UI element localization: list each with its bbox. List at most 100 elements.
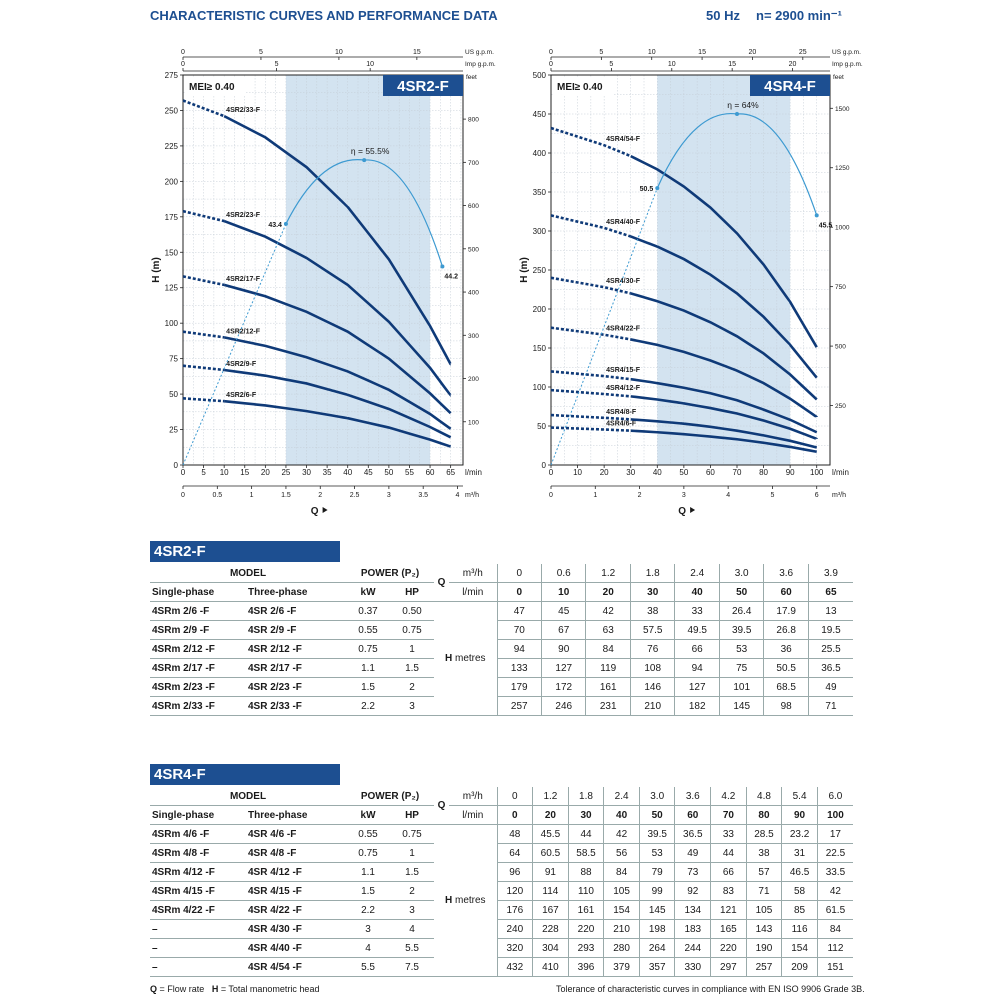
hp-header: HP <box>390 582 435 602</box>
single-phase-model: 4SRm 2/17 -F <box>150 658 246 678</box>
head-value: 127 <box>674 677 720 697</box>
head-value: 36.5 <box>674 824 711 844</box>
legend-h-text: = Total manometric head <box>218 984 320 994</box>
y-tick-label: 500 <box>533 71 547 80</box>
head-value: 320 <box>496 938 533 958</box>
single-phase-model: 4SRm 2/6 -F <box>150 601 246 621</box>
power-hp: 0.75 <box>390 620 435 640</box>
head-value: 45.5 <box>532 824 569 844</box>
head-value: 17 <box>816 824 853 844</box>
power-hp: 2 <box>390 677 435 697</box>
three-phase-model: 4SR 2/9 -F <box>246 620 347 640</box>
m3h-tick-label: 5 <box>770 492 774 499</box>
three-phase-model: 4SR 4/54 -F <box>246 957 347 977</box>
m3h-tick-label: 6 <box>815 492 819 499</box>
head-value: 176 <box>496 900 533 920</box>
q-m3h-cell: 1.8 <box>629 564 675 583</box>
q-lmin-cell: 10 <box>540 582 586 602</box>
single-phase-model: 4SRm 4/15 -F <box>150 881 246 901</box>
us-gpm-tick-label: 15 <box>413 49 421 56</box>
head-value: 231 <box>585 696 631 716</box>
feet-tick-label: 1500 <box>835 106 850 113</box>
q-m3h-cell: 1.2 <box>532 787 569 806</box>
us-gpm-tick-label: 10 <box>648 49 656 56</box>
power-hp: 1 <box>390 639 435 659</box>
q-lmin-cell: 65 <box>807 582 853 602</box>
imp-gpm-tick-label: 5 <box>609 61 613 68</box>
imp-gpm-tick-label: 0 <box>181 61 185 68</box>
head-value: 105 <box>603 881 640 901</box>
imp-gpm-tick-label: 10 <box>668 61 676 68</box>
head-value: 172 <box>540 677 586 697</box>
curve-label: 4SR2/12-F <box>226 328 261 335</box>
head-label: H metres <box>434 824 498 977</box>
head-value: 76 <box>629 639 675 659</box>
m3h-tick-label: 3 <box>387 492 391 499</box>
y-tick-label: 175 <box>165 213 179 222</box>
legend-q-text: = Flow rate <box>157 984 205 994</box>
curve-label: 4SR4/15-F <box>606 367 641 374</box>
m3h-tick-label: 2.5 <box>350 492 360 499</box>
feet-tick-label: 500 <box>835 344 846 351</box>
power-hp: 1.5 <box>390 658 435 678</box>
pump-curve <box>630 235 818 379</box>
power-kw: 1.5 <box>346 677 391 697</box>
curve-label: 4SR2/23-F <box>226 212 261 219</box>
three-phase-model: 4SR 2/23 -F <box>246 677 347 697</box>
power-kw: 3 <box>346 919 391 939</box>
head-value: 165 <box>710 919 747 939</box>
power-header: POWER (P₂) <box>346 564 435 583</box>
head-value: 71 <box>807 696 853 716</box>
power-kw: 0.75 <box>346 639 391 659</box>
head-value: 23.2 <box>781 824 818 844</box>
q-m3h-cell: 1.2 <box>585 564 631 583</box>
head-value: 57 <box>745 862 782 882</box>
head-value: 146 <box>629 677 675 697</box>
feet-tick-label: 200 <box>468 376 479 383</box>
y-axis-title: H (m) <box>519 257 530 283</box>
x-tick-label: 15 <box>240 468 249 477</box>
single-phase-model: 4SRm 2/33 -F <box>150 696 246 716</box>
single-phase-header: Single-phase <box>150 805 246 825</box>
q-lmin-cell: 60 <box>674 805 711 825</box>
single-phase-model: 4SRm 2/23 -F <box>150 677 246 697</box>
m3h-unit-label: m³/h <box>465 492 479 499</box>
kw-header: kW <box>346 805 391 825</box>
table-row: 4SRm 4/8 -F 4SR 4/8 -F 0.75 1 64 60.5 58.5 56 53… <box>150 843 853 863</box>
imp-gpm-unit: Imp g.p.m. <box>832 61 863 68</box>
efficiency-point-label: 43.4 <box>268 222 282 229</box>
head-value: 264 <box>638 938 675 958</box>
q-lmin-cell: 100 <box>816 805 853 825</box>
head-value: 151 <box>816 957 853 977</box>
power-hp: 4 <box>390 919 435 939</box>
y-tick-label: 250 <box>533 266 547 275</box>
mei-label: MEI≥ 0.40 <box>557 82 603 93</box>
efficiency-start-dashed <box>182 223 287 466</box>
head-value: 79 <box>638 862 675 882</box>
curve-label: 4SR4/54-F <box>606 136 641 143</box>
imp-gpm-tick-label: 10 <box>366 61 374 68</box>
efficiency-point-label: 44.2 <box>444 273 458 280</box>
x-tick-label: 55 <box>405 468 414 477</box>
head-value: 209 <box>781 957 818 977</box>
pump-curve <box>223 114 452 365</box>
power-header: POWER (P₂) <box>346 787 435 806</box>
head-value: 71 <box>745 881 782 901</box>
curve-dashed-segment <box>182 99 225 118</box>
head-value: 330 <box>674 957 711 977</box>
head-value: 39.5 <box>718 620 764 640</box>
single-phase-model: – <box>150 938 246 958</box>
efficiency-point-label: 45.5 <box>819 222 833 229</box>
head-value: 68.5 <box>763 677 809 697</box>
power-kw: 4 <box>346 938 391 958</box>
us-gpm-tick-label: 15 <box>698 49 706 56</box>
x-tick-label: 30 <box>626 468 635 477</box>
head-value: 145 <box>638 900 675 920</box>
power-hp: 3 <box>390 900 435 920</box>
x-tick-label: 10 <box>573 468 582 477</box>
head-value: 26.4 <box>718 601 764 621</box>
imp-gpm-tick-label: 0 <box>549 61 553 68</box>
us-gpm-tick-label: 5 <box>599 49 603 56</box>
q-lmin-cell: 60 <box>763 582 809 602</box>
